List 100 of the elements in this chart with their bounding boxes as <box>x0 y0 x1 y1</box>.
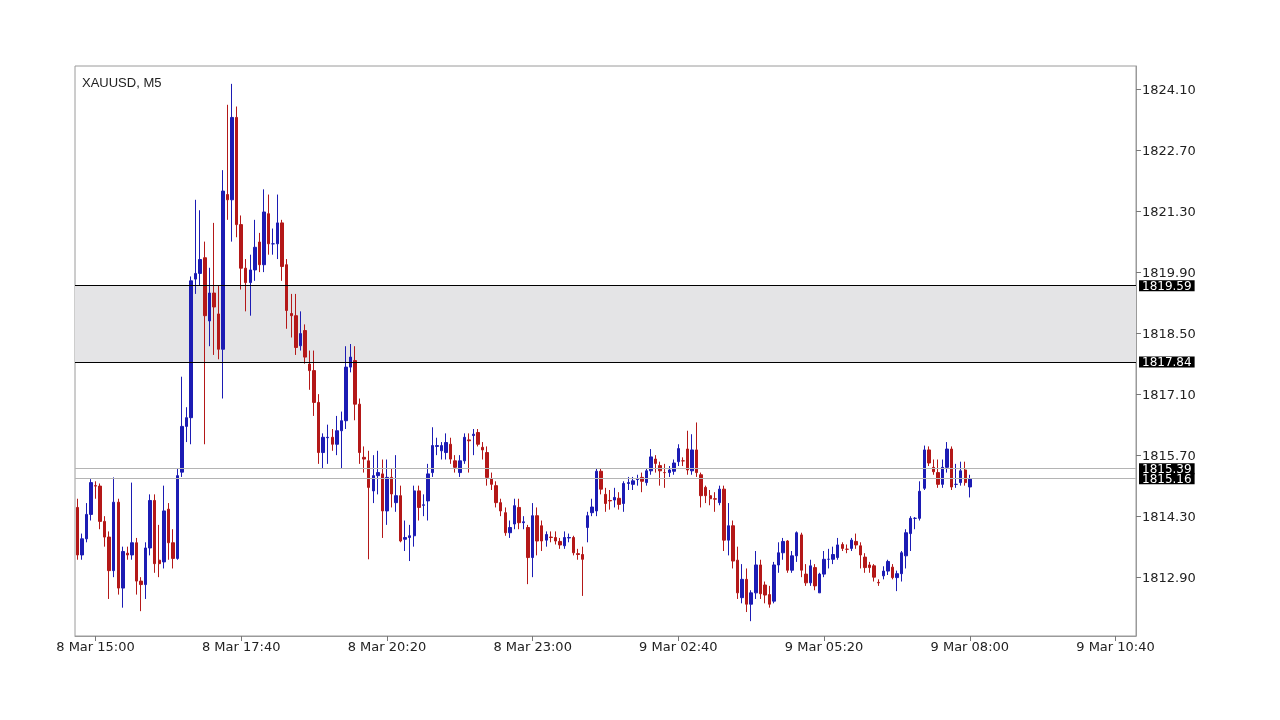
candlestick <box>399 485 402 543</box>
candlestick <box>180 376 184 478</box>
candlestick <box>76 498 79 561</box>
candlestick <box>608 489 612 511</box>
candlestick <box>476 428 480 447</box>
x-tick-label: 8 Mar 15:00 <box>56 639 135 654</box>
x-tick-label: 9 Mar 10:40 <box>1076 639 1155 654</box>
y-tick-label: 1822.70 <box>1142 142 1196 158</box>
candlestick <box>658 461 662 487</box>
candlestick <box>927 445 931 467</box>
candlestick <box>417 485 421 522</box>
candlestick <box>212 222 216 356</box>
candlestick <box>221 169 225 399</box>
candlestick <box>176 467 179 561</box>
candlestick <box>745 567 748 613</box>
candlestick <box>877 578 880 587</box>
candlestick <box>504 506 507 537</box>
y-tick-label: 1824.10 <box>1142 81 1196 97</box>
x-tick-label: 9 Mar 02:40 <box>639 639 718 654</box>
candlestick <box>126 546 129 561</box>
candlestick <box>841 541 844 552</box>
ref-line-label: 1819.59 <box>1142 278 1192 293</box>
candlestick <box>130 482 134 561</box>
candlestick <box>444 432 448 461</box>
candlestick <box>522 515 525 530</box>
candlestick <box>203 241 207 445</box>
candlestick <box>923 445 926 491</box>
candlestick <box>804 563 808 587</box>
candlestick <box>740 563 744 604</box>
candlestick <box>872 563 876 583</box>
candlestick <box>303 323 307 365</box>
x-tick-label: 9 Mar 05:20 <box>784 639 864 654</box>
candlestick <box>230 83 234 243</box>
y-tick-label: 1814.30 <box>1142 508 1196 524</box>
x-tick-label: 8 Mar 17:40 <box>201 639 281 654</box>
y-tick-label: 1817.10 <box>1142 386 1196 402</box>
candlestick <box>613 487 616 508</box>
candlestick <box>936 459 940 489</box>
candlestick <box>622 480 625 513</box>
candlestick <box>950 445 953 491</box>
candlestick <box>699 472 703 508</box>
x-tick-label: 9 Mar 08:00 <box>930 639 1010 654</box>
candlestick <box>276 194 279 260</box>
candlestick <box>531 502 534 578</box>
candlestick <box>654 454 657 474</box>
candlestick <box>153 493 156 574</box>
y-tick-label: 1821.30 <box>1142 203 1196 219</box>
candlestick <box>968 474 972 498</box>
candlestick <box>490 472 493 491</box>
candlestick <box>426 463 430 522</box>
candlestick <box>517 498 521 530</box>
candlestick <box>954 463 958 489</box>
candlestick <box>964 461 967 487</box>
candlestick <box>549 530 553 543</box>
x-tick-label: 8 Mar 20:20 <box>347 639 427 654</box>
candlestick <box>453 454 457 474</box>
candlestick <box>422 493 425 517</box>
candlestick <box>663 463 666 489</box>
candlestick <box>786 539 789 574</box>
candlestick <box>449 437 452 465</box>
candlestick <box>189 275 193 445</box>
text: XAUUSD, M5 <box>82 75 162 90</box>
candlestick <box>636 474 639 487</box>
candlestick <box>800 532 803 578</box>
candlestick <box>481 441 484 461</box>
y-tick-label: 1819.90 <box>1142 264 1196 280</box>
candlestick <box>385 459 389 526</box>
candlestick <box>158 524 161 578</box>
candlestick <box>217 284 220 360</box>
candlestick <box>390 467 393 508</box>
candlestick <box>695 421 698 478</box>
candlestick <box>631 476 635 491</box>
candlestick <box>162 485 166 569</box>
candlestick <box>572 535 575 556</box>
candlestick <box>485 445 489 487</box>
candlestick <box>117 498 120 596</box>
candlestick <box>863 552 867 574</box>
candlestick <box>722 485 726 552</box>
candlestick <box>617 491 621 511</box>
candlestick <box>381 459 384 539</box>
candlestick <box>262 188 266 273</box>
ref-line-label: 1815.16 <box>1142 471 1192 486</box>
ref-line-label: 1817.84 <box>1142 354 1192 369</box>
candlestick <box>121 546 125 609</box>
candlestick <box>932 459 935 476</box>
candlestick <box>959 461 962 487</box>
candlestick <box>362 445 366 474</box>
candlestick <box>713 491 717 513</box>
candlestick <box>891 563 894 580</box>
y-tick-label: 1812.90 <box>1142 569 1196 585</box>
candlestick <box>677 443 680 467</box>
candlestick <box>545 530 548 548</box>
candlestick <box>813 563 817 591</box>
candlestick <box>472 428 475 456</box>
candlestick <box>112 476 115 578</box>
candlestick <box>513 498 516 530</box>
y-tick-label: 1818.50 <box>1142 325 1196 341</box>
candlestick <box>294 293 298 356</box>
candlestick <box>208 267 211 347</box>
candlestick <box>535 506 539 556</box>
